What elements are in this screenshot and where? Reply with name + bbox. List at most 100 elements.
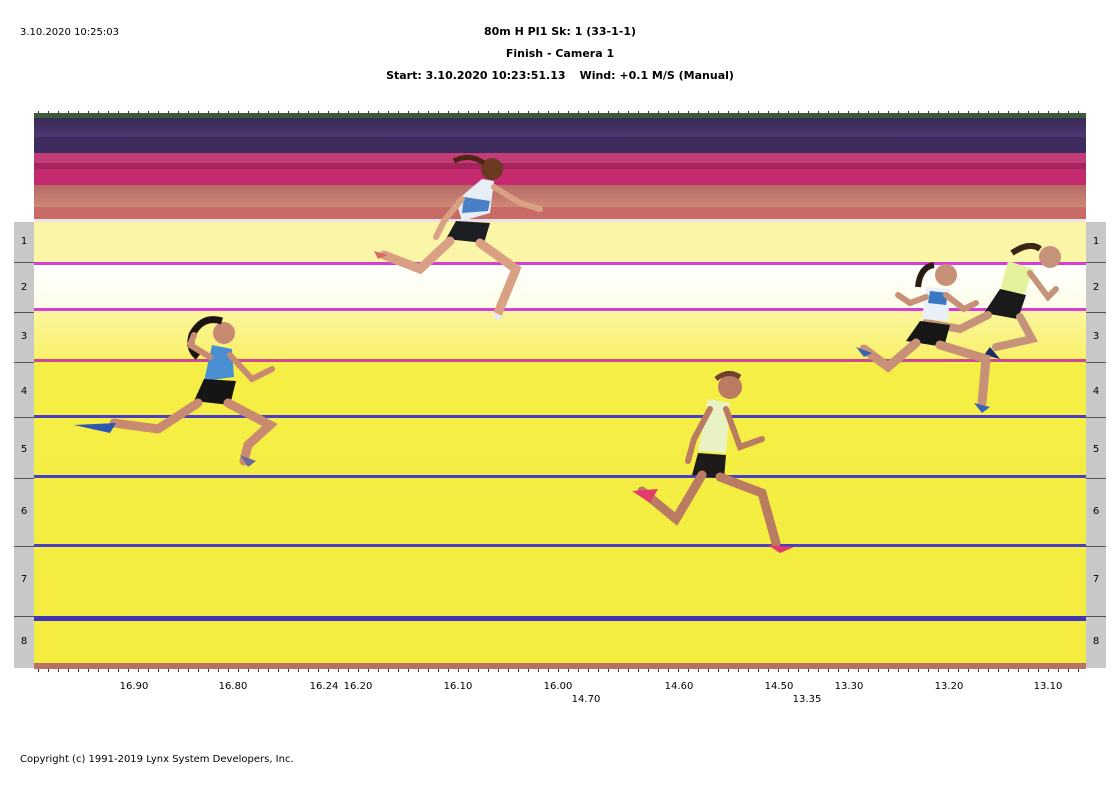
ruler-tick bbox=[968, 669, 969, 672]
ruler-tick bbox=[238, 111, 239, 114]
ruler-tick bbox=[978, 111, 979, 114]
ruler-tick bbox=[248, 669, 249, 672]
ruler-tick bbox=[88, 111, 89, 114]
photo-finish-image[interactable] bbox=[34, 113, 1086, 669]
time-label: 16.20 bbox=[343, 681, 373, 692]
ruler-tick bbox=[228, 669, 229, 672]
ruler-tick bbox=[898, 669, 899, 672]
ruler-tick bbox=[708, 669, 709, 672]
ruler-tick bbox=[198, 669, 199, 672]
ruler-tick bbox=[78, 669, 79, 672]
lane-number-4: 4 bbox=[20, 386, 28, 397]
ruler-tick bbox=[948, 111, 949, 114]
athlete-lane-2[interactable] bbox=[834, 243, 1064, 433]
ruler-tick bbox=[828, 111, 829, 114]
ruler-tick bbox=[548, 111, 549, 114]
ruler-tick bbox=[788, 669, 789, 672]
time-label: 16.00 bbox=[543, 681, 573, 692]
time-label: 16.80 bbox=[218, 681, 248, 692]
lane-number-6: 6 bbox=[1092, 506, 1100, 517]
ruler-tick bbox=[1018, 669, 1019, 672]
athlete-lane-4[interactable] bbox=[72, 305, 292, 475]
ruler-tick bbox=[208, 111, 209, 114]
lane-line-6-7 bbox=[34, 544, 1086, 547]
ruler-tick bbox=[268, 669, 269, 672]
lane-numbers-left: 1 2 3 4 5 6 7 8 bbox=[14, 222, 34, 668]
lane-divider-tick bbox=[1086, 262, 1106, 263]
lane-number-3: 3 bbox=[1092, 331, 1100, 342]
ruler-tick bbox=[258, 111, 259, 114]
ruler-tick bbox=[468, 669, 469, 672]
ruler-tick bbox=[618, 111, 619, 114]
ruler-tick bbox=[318, 669, 319, 672]
ruler-tick bbox=[738, 111, 739, 114]
time-label: 16.10 bbox=[443, 681, 473, 692]
ruler-tick bbox=[898, 111, 899, 114]
time-label: 13.30 bbox=[834, 681, 864, 692]
ruler-tick bbox=[778, 669, 779, 672]
ruler-tick bbox=[308, 111, 309, 114]
ruler-tick bbox=[748, 111, 749, 114]
ruler-tick bbox=[438, 111, 439, 114]
ruler-tick bbox=[578, 111, 579, 114]
ruler-tick bbox=[78, 111, 79, 114]
ruler-tick bbox=[198, 111, 199, 114]
ruler-tick bbox=[388, 669, 389, 672]
athlete-lane-5[interactable] bbox=[612, 369, 802, 559]
ruler-tick bbox=[728, 669, 729, 672]
ruler-tick bbox=[378, 669, 379, 672]
ruler-tick bbox=[38, 669, 39, 672]
lane-divider-tick bbox=[14, 616, 34, 617]
ruler-tick bbox=[188, 669, 189, 672]
ruler-tick bbox=[338, 111, 339, 114]
ruler-tick bbox=[668, 111, 669, 114]
ruler-tick bbox=[438, 669, 439, 672]
ruler-tick bbox=[768, 111, 769, 114]
ruler-tick bbox=[848, 669, 849, 672]
lane-line-2-3 bbox=[34, 308, 1086, 311]
ruler-tick bbox=[558, 669, 559, 672]
ruler-tick bbox=[278, 111, 279, 114]
ruler-tick bbox=[288, 669, 289, 672]
lane-numbers-right: 1 2 3 4 5 6 7 8 bbox=[1086, 222, 1106, 668]
ruler-tick bbox=[238, 669, 239, 672]
athlete-lane-1[interactable] bbox=[344, 151, 544, 331]
ruler-tick bbox=[638, 669, 639, 672]
ruler-tick bbox=[208, 669, 209, 672]
ruler-tick bbox=[118, 111, 119, 114]
ruler-tick bbox=[418, 111, 419, 114]
ruler-tick bbox=[528, 111, 529, 114]
ruler-tick bbox=[98, 669, 99, 672]
ruler-tick bbox=[848, 111, 849, 114]
ruler-tick bbox=[1058, 669, 1059, 672]
ruler-tick bbox=[1058, 111, 1059, 114]
track-lanes bbox=[34, 222, 1086, 669]
ruler-tick bbox=[318, 111, 319, 114]
time-label: 13.35 bbox=[792, 694, 822, 705]
ruler-tick bbox=[178, 111, 179, 114]
ruler-tick bbox=[648, 669, 649, 672]
ruler-tick bbox=[308, 669, 309, 672]
ruler-tick bbox=[128, 111, 129, 114]
ruler-tick bbox=[578, 669, 579, 672]
ruler-tick bbox=[298, 111, 299, 114]
stand-background bbox=[34, 113, 1086, 219]
ruler-tick bbox=[948, 669, 949, 672]
event-title: 80m H PI1 Sk: 1 (33-1-1) bbox=[483, 25, 637, 38]
time-label: 16.90 bbox=[119, 681, 149, 692]
ruler-tick bbox=[998, 669, 999, 672]
lane-divider-tick bbox=[1086, 362, 1106, 363]
ruler-tick bbox=[998, 111, 999, 114]
ruler-tick bbox=[698, 111, 699, 114]
ruler-tick bbox=[938, 669, 939, 672]
lane-divider-tick bbox=[14, 478, 34, 479]
ruler-tick bbox=[768, 669, 769, 672]
ruler-tick bbox=[718, 669, 719, 672]
ruler-tick bbox=[628, 111, 629, 114]
ruler-tick bbox=[348, 111, 349, 114]
ruler-tick bbox=[428, 111, 429, 114]
ruler-tick bbox=[798, 111, 799, 114]
ruler-tick bbox=[718, 111, 719, 114]
lane-number-5: 5 bbox=[20, 444, 28, 455]
ruler-tick bbox=[1008, 669, 1009, 672]
